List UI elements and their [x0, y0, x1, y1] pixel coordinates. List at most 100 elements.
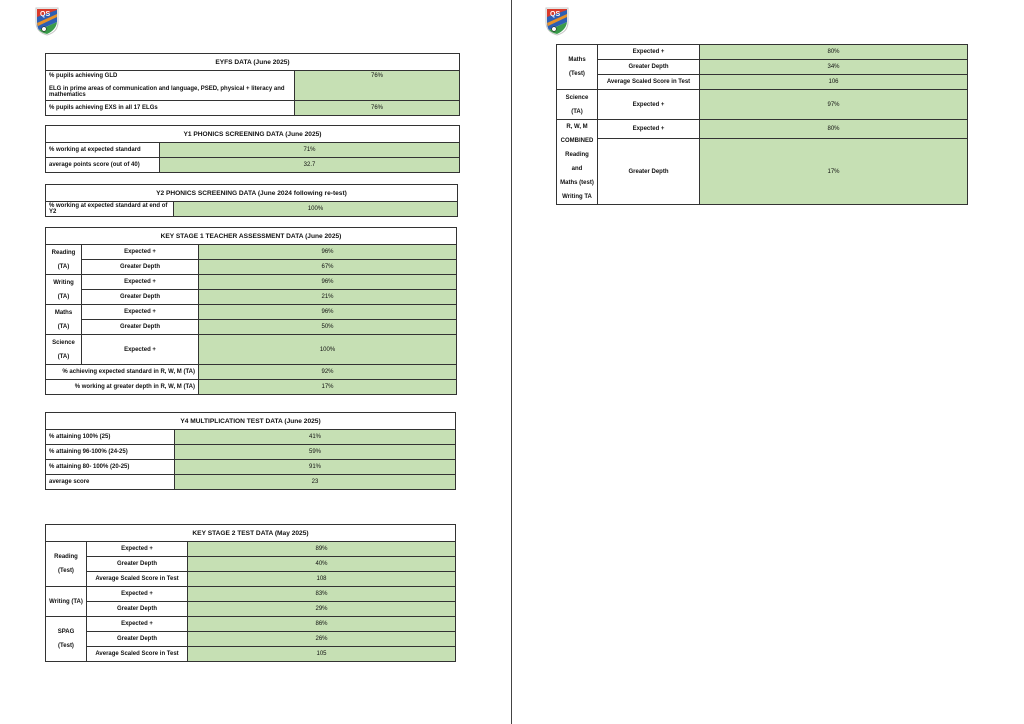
y1-title: Y1 PHONICS SCREENING DATA (June 2025) [45, 125, 460, 143]
ks1-rwm-expected: 92% [198, 364, 457, 380]
ks2-writing-gd-label: Greater Depth [86, 601, 188, 617]
y4-title: Y4 MULTIPLICATION TEST DATA (June 2025) [45, 412, 456, 430]
ks1-reading-sub: (TA) [57, 263, 70, 270]
page-divider [511, 0, 512, 724]
ks1-maths-expected-label: Expected + [81, 304, 199, 320]
ks2-writing-expected-label: Expected + [86, 586, 188, 602]
ks2-spag-expected-label: Expected + [86, 616, 188, 632]
ks2-reading-ass-label: Average Scaled Score in Test [86, 571, 188, 587]
ks2-spag-gd: 26% [187, 631, 456, 647]
eyfs-gld-value: 76% [294, 70, 460, 101]
ks1-reading-subject: Reading (TA) [45, 244, 82, 275]
ks2-combined-line4: Maths (test) [560, 180, 594, 186]
eyfs-title: EYFS DATA (June 2025) [45, 53, 460, 71]
school-crest-logo: QS [34, 6, 60, 36]
ks2-spag-sub: (Test) [58, 643, 74, 649]
ks1-science-expected: 100% [198, 334, 457, 365]
ks2-combined-line3: Reading and [565, 152, 589, 172]
ks2-combined-line1: R, W, M [566, 124, 588, 130]
y4-row-value: 91% [174, 459, 456, 475]
y4-row-label: average score [45, 474, 175, 490]
ks1-writing-subject: Writing (TA) [45, 274, 82, 305]
ks2-spag-subject: SPAG (Test) [45, 616, 87, 662]
ks2-combined-expected-label: Expected + [597, 118, 700, 140]
ks1-maths-expected: 96% [198, 304, 457, 320]
ks2-reading-expected-label: Expected + [86, 541, 188, 557]
ks2-maths-expected: 80% [699, 44, 968, 60]
ks2-spag-gd-label: Greater Depth [86, 631, 188, 647]
ks2-reading-gd: 40% [187, 556, 456, 572]
ks1-maths-sub: (TA) [57, 323, 70, 330]
ks2-reading-sub: (Test) [58, 568, 74, 574]
ks2-combined-line5: Writing TA [562, 194, 592, 200]
ks2-maths-ass: 106 [699, 74, 968, 90]
y4-row-value: 41% [174, 429, 456, 445]
ks2-maths-gd: 34% [699, 59, 968, 75]
ks2-science-expected: 97% [699, 89, 968, 120]
svg-text:QS: QS [40, 11, 50, 18]
y2-title: Y2 PHONICS SCREENING DATA (June 2024 fol… [45, 184, 458, 202]
ks2-science-name: Science [565, 94, 589, 101]
ks1-maths-gd-label: Greater Depth [81, 319, 199, 335]
ks1-writing-expected: 96% [198, 274, 457, 290]
ks2-title: KEY STAGE 2 TEST DATA (May 2025) [45, 524, 456, 542]
ks1-science-name: Science [52, 339, 75, 346]
eyfs-exs-label: % pupils achieving EXS in all 17 ELGs [45, 100, 295, 116]
ks1-reading-gd-label: Greater Depth [81, 259, 199, 275]
ks2-spag-name: SPAG [57, 629, 75, 635]
y2-phonics-table: Y2 PHONICS SCREENING DATA (June 2024 fol… [45, 184, 458, 217]
y1-points-value: 32.7 [159, 157, 460, 173]
ks1-reading-expected-label: Expected + [81, 244, 199, 260]
ks2-combined-subject: R, W, M COMBINED Reading and Maths (test… [556, 119, 598, 205]
eyfs-table: EYFS DATA (June 2025) % pupils achieving… [45, 53, 460, 116]
ks1-maths-subject: Maths (TA) [45, 304, 82, 335]
ks2-reading-subject: Reading (Test) [45, 541, 87, 587]
ks1-maths-gd: 50% [198, 319, 457, 335]
y1-phonics-table: Y1 PHONICS SCREENING DATA (June 2025) % … [45, 125, 460, 173]
ks2-maths-name: Maths [568, 57, 586, 63]
y4-multiplication-table: Y4 MULTIPLICATION TEST DATA (June 2025) … [45, 412, 456, 490]
ks2-maths-sub: (Test) [569, 71, 585, 77]
y2-label: % working at expected standard at end of… [45, 201, 174, 217]
ks1-table: KEY STAGE 1 TEACHER ASSESSMENT DATA (Jun… [45, 227, 457, 395]
ks2-maths-ass-label: Average Scaled Score in Test [597, 74, 700, 90]
eyfs-gld-label: % pupils achieving GLD [49, 73, 118, 79]
ks2-writing-expected: 83% [187, 586, 456, 602]
ks2-continued-table: Maths (Test) Expected + 80% Greater Dept… [556, 44, 968, 205]
ks2-spag-ass-label: Average Scaled Score in Test [86, 646, 188, 662]
y2-value: 100% [173, 201, 458, 217]
svg-text:QS: QS [550, 11, 560, 18]
y4-row-label: % attaining 80- 100% (20-25) [45, 459, 175, 475]
y1-expected-label: % working at expected standard [45, 142, 160, 158]
ks1-reading-name: Reading [51, 249, 76, 256]
ks1-science-expected-label: Expected + [81, 334, 199, 365]
y1-points-label: average points score (out of 40) [45, 157, 160, 173]
ks2-science-subject: Science (TA) [556, 89, 598, 120]
ks2-reading-ass: 108 [187, 571, 456, 587]
ks1-science-subject: Science (TA) [45, 334, 82, 365]
ks1-writing-gd: 21% [198, 289, 457, 305]
y4-row-value: 59% [174, 444, 456, 460]
ks2-maths-subject: Maths (Test) [556, 44, 598, 90]
eyfs-exs-value: 76% [294, 100, 460, 116]
ks1-rwm-gd-label: % working at greater depth in R, W, M (T… [45, 379, 199, 395]
y4-row-label: % attaining 96-100% (24-25) [45, 444, 175, 460]
ks2-science-expected-label: Expected + [597, 89, 700, 120]
ks2-maths-expected-label: Expected + [597, 44, 700, 60]
left-page: QS EYFS DATA (June 2025) % pupils achiev… [0, 0, 511, 724]
ks2-maths-gd-label: Greater Depth [597, 59, 700, 75]
y4-row-label: % attaining 100% (25) [45, 429, 175, 445]
right-page: QS Maths (Test) Expected + 80% Greater D… [512, 0, 1024, 724]
ks2-writing-gd: 29% [187, 601, 456, 617]
y4-row-value: 23 [174, 474, 456, 490]
ks2-combined-gd-label: Greater Depth [597, 138, 700, 205]
ks1-rwm-expected-label: % achieving expected standard in R, W, M… [45, 364, 199, 380]
ks2-writing-subject: Writing (TA) [45, 586, 87, 617]
ks1-maths-name: Maths [54, 309, 73, 316]
ks2-reading-gd-label: Greater Depth [86, 556, 188, 572]
ks1-reading-expected: 96% [198, 244, 457, 260]
y1-expected-value: 71% [159, 142, 460, 158]
eyfs-gld-cell: % pupils achieving GLD ELG in prime area… [45, 70, 295, 101]
eyfs-elg-label: ELG in prime areas of communication and … [49, 86, 285, 98]
ks2-spag-expected: 86% [187, 616, 456, 632]
